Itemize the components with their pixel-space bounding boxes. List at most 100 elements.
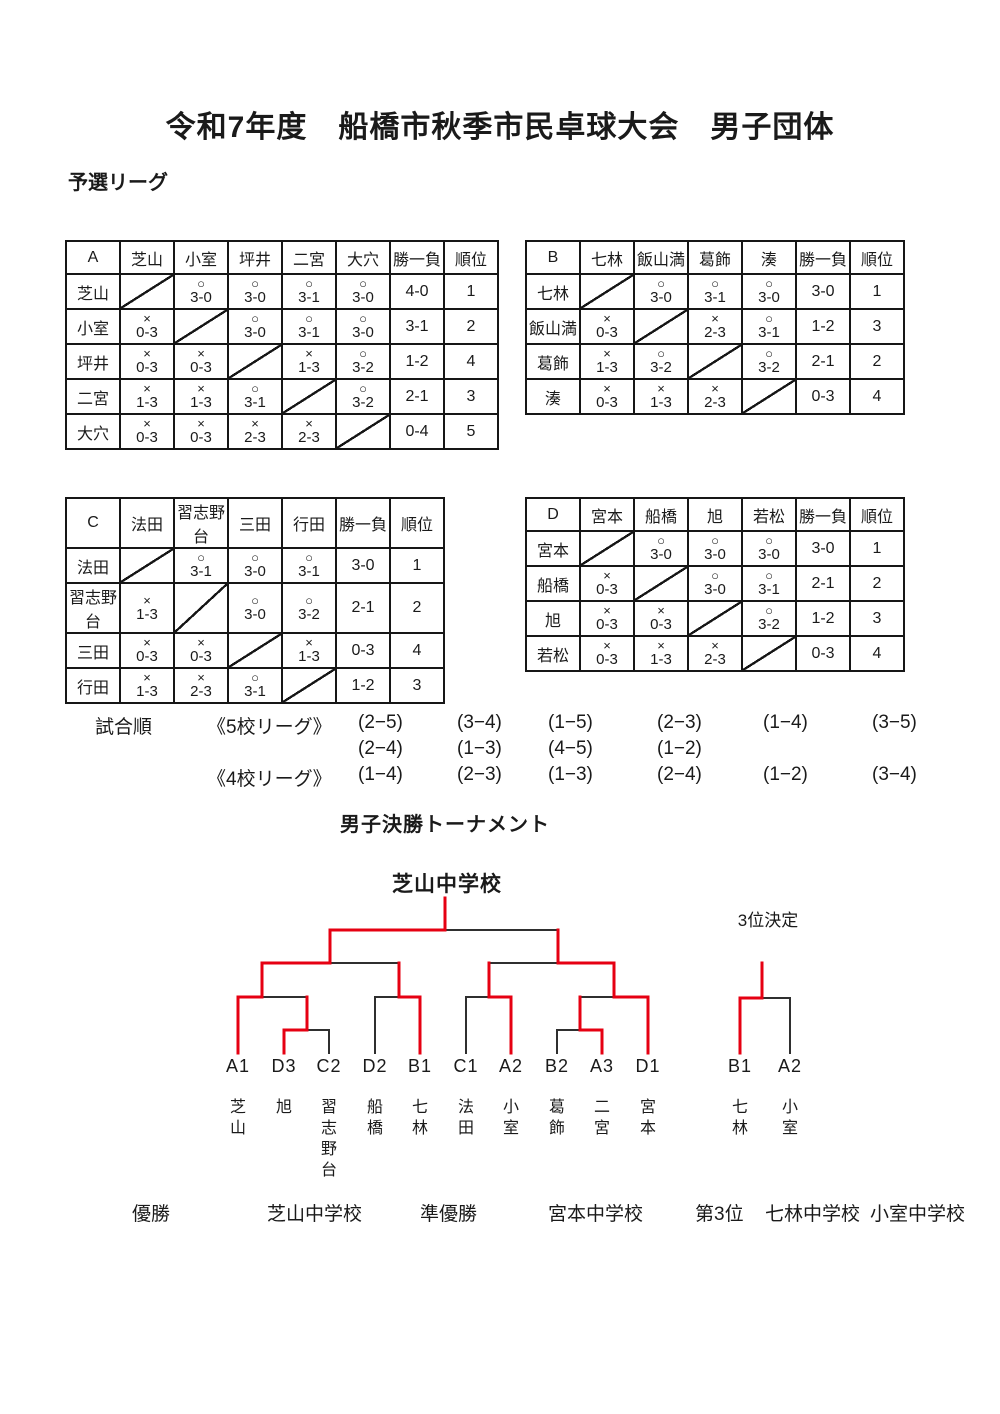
team-name-vertical: 船橋 [366,1099,384,1137]
column-header: 順位 [443,240,499,275]
result-cell: ○ 3-0 [741,530,797,567]
column-header: 大穴 [335,240,391,275]
result-cell: ○ 3-1 [281,547,337,584]
rank-cell: 3 [849,600,905,637]
result-cell: ○ 3-0 [335,273,391,310]
diagonal-cell [335,413,391,450]
column-header: 葛飾 [687,240,743,275]
result-cell: ○ 3-2 [633,343,689,380]
champion-label: 優勝 [132,1204,171,1225]
match-pairing: (1−3) [548,764,593,785]
win-loss-record-cell: 3-1 [389,308,445,345]
team-label: 坪井 [65,343,121,380]
win-loss-record-cell: 3-0 [335,547,391,584]
column-header: 二宮 [281,240,337,275]
team-name-vertical: 葛飾 [548,1099,566,1137]
team-label: 船橋 [525,565,581,602]
column-header: 勝一負 [795,240,851,275]
diagonal-cell [173,582,229,634]
result-cell: × 0-3 [173,413,229,450]
table-row: 若松 × 0-3 × 1-3 × 2-3 0-3 4 [525,635,905,672]
result-cell: ○ 3-1 [227,378,283,415]
bracket-slot-code: D3 [271,1056,297,1076]
result-cell: ○ 3-1 [281,273,337,310]
rank-cell: 4 [849,635,905,672]
result-cell: × 0-3 [579,308,635,345]
league-table-d: D 宮本 船橋旭若松 勝一負 順位 宮本 ○ 3-0 ○ 3-0 ○ 3-0 3-0 1 船橋 × 0-3 ○ 3-… [525,497,905,672]
table-row: 船橋 × 0-3 ○ 3-0 ○ 3-1 2-1 2 [525,565,905,602]
column-header: 習志野台 [173,497,229,549]
league-letter: D [525,497,581,532]
result-cell: ○ 3-1 [687,273,743,310]
bracket-slot-code: C2 [316,1056,342,1076]
bracket-slot-code: C1 [453,1056,479,1076]
win-loss-record-cell: 2-1 [795,343,851,380]
match-pairing: (3−4) [457,712,502,733]
column-header: 坪井 [227,240,283,275]
result-cell: ○ 3-1 [741,565,797,602]
result-cell: ○ 3-1 [227,667,283,704]
team-name-vertical: 旭 [275,1099,293,1116]
rank-cell: 4 [849,378,905,415]
match-pairing: (2−4) [358,738,403,759]
column-header: 七林 [579,240,635,275]
bracket-slot-code: B2 [544,1056,570,1076]
rank-cell: 2 [389,582,445,634]
column-header: 飯山満 [633,240,689,275]
team-label: 大穴 [65,413,121,450]
team-name-vertical: 七林 [411,1099,429,1137]
league-result-table: A 芝山 小室 坪井 二宮 大穴 勝一負 順位 芝山 ○ 3-0 ○ 3-0 ○ 3-1 ○ 3-0 4-0 1 小室… [65,240,499,450]
result-cell: × 1-3 [281,343,337,380]
diagonal-cell [281,378,337,415]
win-loss-record-cell: 2-1 [795,565,851,602]
diagonal-cell [227,343,283,380]
team-label: 湊 [525,378,581,415]
result-cell: × 2-3 [281,413,337,450]
champion-school: 芝山中学校 [267,1204,363,1225]
bracket-slot-code: A2 [498,1056,524,1076]
table-row: 法田 ○ 3-1 ○ 3-0 ○ 3-1 3-0 1 [65,547,445,584]
diagonal-cell [687,343,743,380]
bracket-slot-code: A3 [589,1056,615,1076]
team-label: 芝山 [65,273,121,310]
win-loss-record-cell: 0-3 [795,635,851,672]
match-pairing: (1−3) [457,738,502,759]
team-name-vertical: 法田 [457,1099,475,1137]
win-loss-record-cell: 1-2 [795,600,851,637]
table-row: 三田 × 0-3 × 0-3 × 1-3 0-3 4 [65,632,445,669]
rank-cell: 4 [443,343,499,380]
league-table-b: B 七林 飯山満 葛飾湊勝一負 順位 七林 ○ 3-0 ○ 3-1 ○ 3-0 3-0 1 飯山満 × 0-3 ×… [525,240,905,415]
league-result-table: C 法田 習志野台 三田 行田 勝一負 順位 法田 ○ 3-1 ○ 3-0 ○ 3-1 3-0 1 習志野台 × 1… [65,497,445,704]
team-label: 飯山満 [525,308,581,345]
rank-cell: 2 [849,343,905,380]
result-cell: ○ 3-0 [335,308,391,345]
rank-cell: 1 [849,530,905,567]
result-cell: × 1-3 [119,582,175,634]
result-cell: × 0-3 [579,378,635,415]
bracket-slot-code: D1 [635,1056,661,1076]
team-label: 葛飾 [525,343,581,380]
win-loss-record-cell: 0-4 [389,413,445,450]
result-cell: ○ 3-2 [281,582,337,634]
column-header: 勝一負 [795,497,851,532]
third-place-school: 七林中学校 [765,1204,861,1225]
league-letter: C [65,497,121,549]
column-header: 三田 [227,497,283,549]
champion-team-name: 芝山中学校 [392,873,502,896]
league-letter: A [65,240,121,275]
third-place-school: 小室中学校 [870,1204,966,1225]
result-cell: × 2-3 [173,667,229,704]
table-row: 七林 ○ 3-0 ○ 3-1 ○ 3-0 3-0 1 [525,273,905,310]
tournament-heading: 男子決勝トーナメント [340,814,550,836]
win-loss-record-cell: 0-3 [795,378,851,415]
match-pairing: (2−3) [657,712,702,733]
team-label: 小室 [65,308,121,345]
runner-up-label: 準優勝 [420,1204,478,1225]
rank-cell: 2 [849,565,905,602]
result-cell: ○ 3-2 [335,343,391,380]
team-label: 三田 [65,632,121,669]
result-cell: × 1-3 [579,343,635,380]
column-header: 順位 [849,240,905,275]
bracket-slot-code: B1 [407,1056,433,1076]
result-cell: ○ 3-2 [335,378,391,415]
